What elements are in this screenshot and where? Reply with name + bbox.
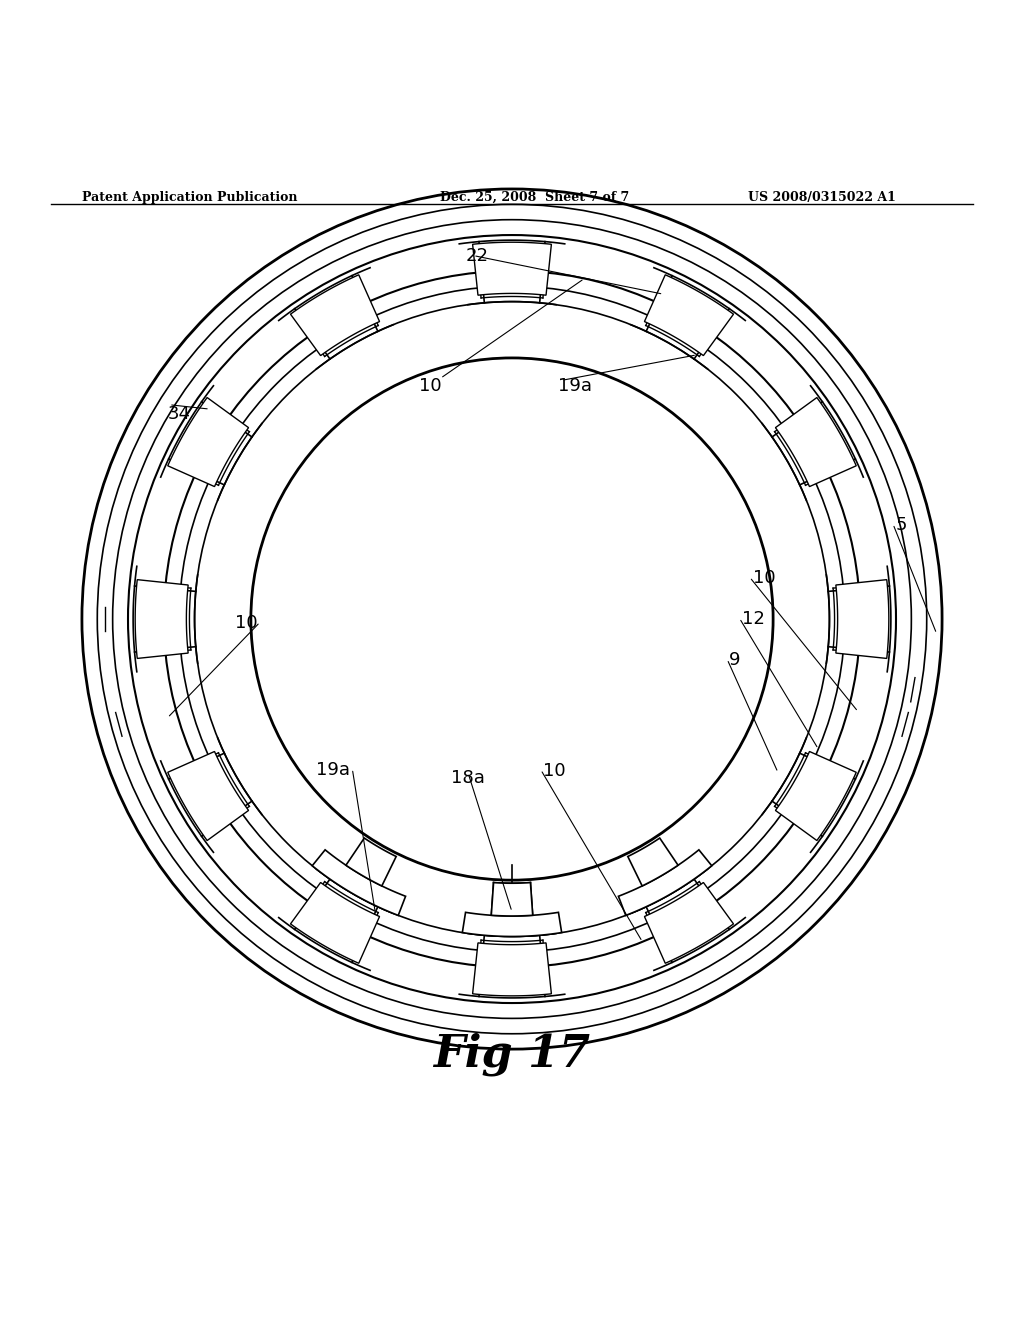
Text: Patent Application Publication: Patent Application Publication [82,191,297,205]
Text: 22: 22 [466,247,488,264]
Text: 5: 5 [896,516,907,533]
Text: 12: 12 [742,610,765,628]
Polygon shape [492,883,532,916]
Polygon shape [346,838,396,886]
Polygon shape [644,883,733,964]
Text: 10: 10 [543,762,565,780]
Polygon shape [312,850,406,915]
Text: 19a: 19a [316,760,350,779]
Polygon shape [836,579,889,659]
Text: 9: 9 [729,651,740,669]
Polygon shape [775,751,856,841]
Text: 19a: 19a [558,376,592,395]
Polygon shape [473,242,551,296]
Polygon shape [628,838,678,886]
Polygon shape [473,942,551,995]
Text: 34: 34 [168,405,190,424]
Text: 10: 10 [419,376,441,395]
Polygon shape [644,275,733,355]
Text: US 2008/0315022 A1: US 2008/0315022 A1 [748,191,895,205]
Polygon shape [291,275,380,355]
Polygon shape [291,883,380,964]
Polygon shape [618,850,712,915]
Polygon shape [168,397,249,487]
Text: 10: 10 [236,614,258,632]
Polygon shape [135,579,188,659]
Text: 10: 10 [753,569,775,587]
Text: 18a: 18a [451,768,485,787]
Polygon shape [463,912,561,936]
Polygon shape [168,751,249,841]
Polygon shape [775,397,856,487]
Text: Dec. 25, 2008  Sheet 7 of 7: Dec. 25, 2008 Sheet 7 of 7 [440,191,630,205]
Text: Fig 17: Fig 17 [433,1032,591,1076]
